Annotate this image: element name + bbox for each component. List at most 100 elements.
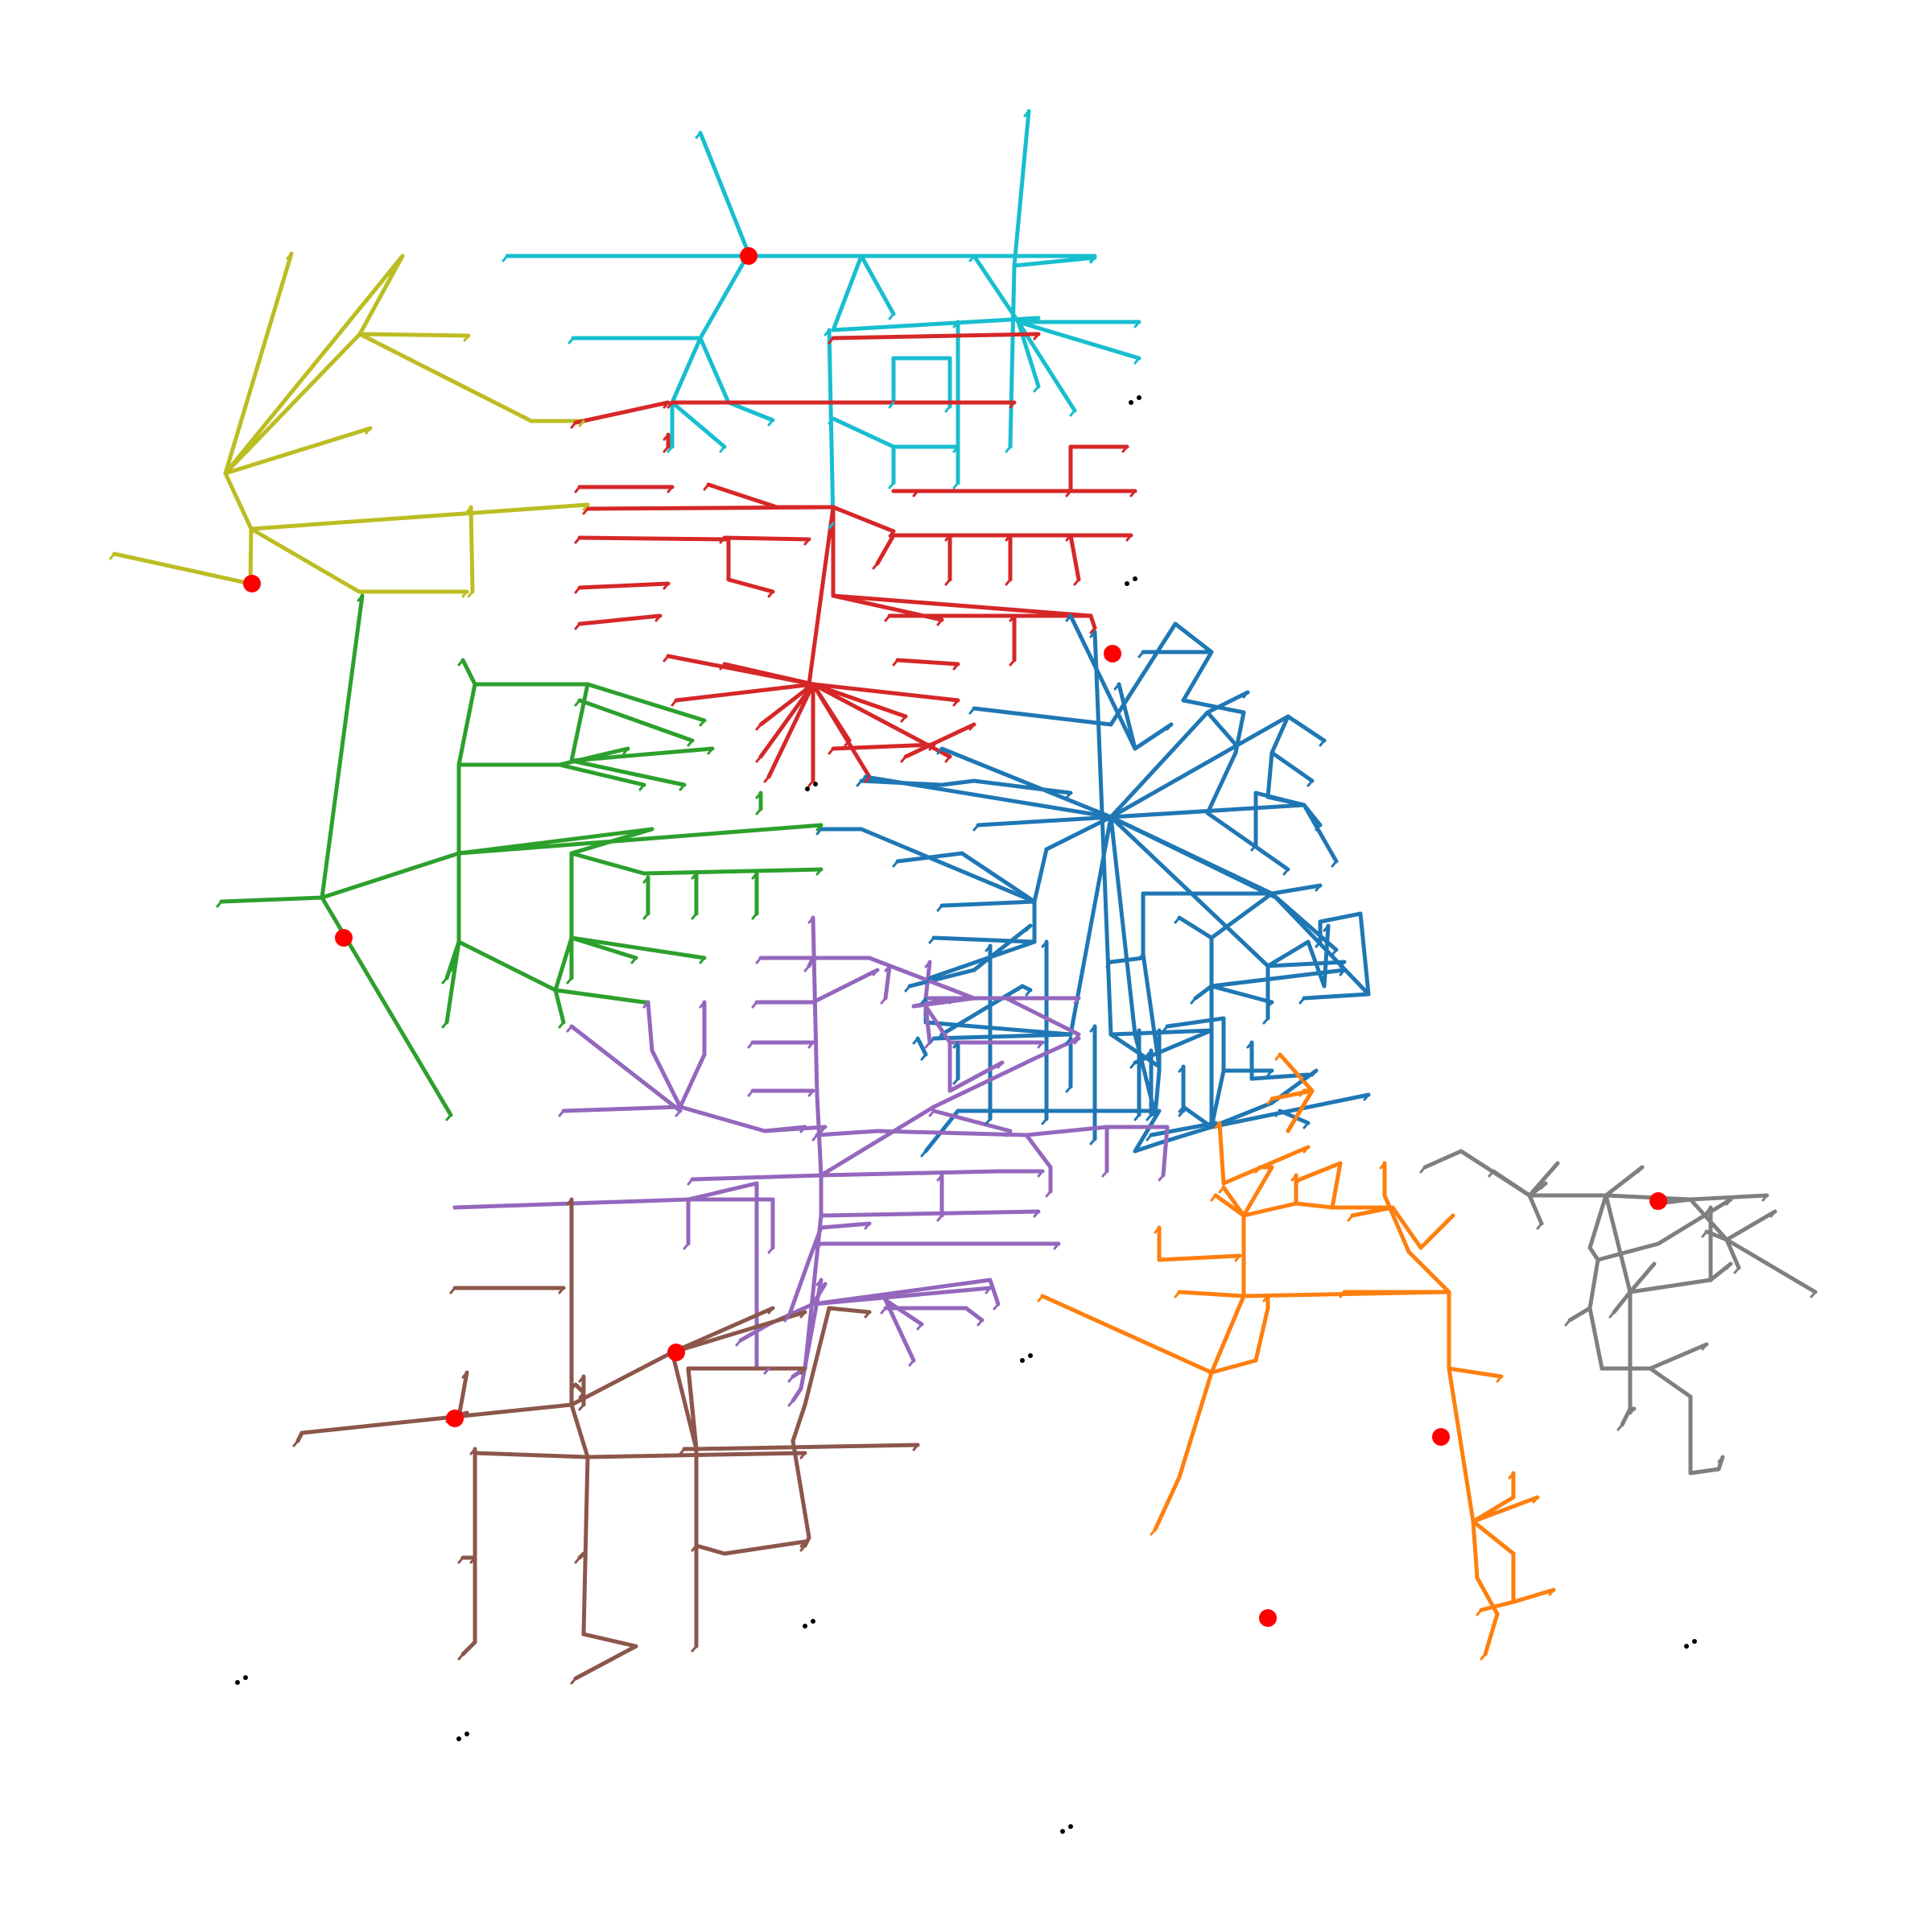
edge-blue-42: [1286, 714, 1327, 743]
leaf-tick-red-12: [663, 433, 670, 441]
leaf-tick-red-64: [928, 743, 935, 751]
leaf-tick-purple-60: [1037, 1170, 1044, 1178]
leaf-tick-olive-8: [463, 334, 470, 342]
leaf-tick-blue-43: [1230, 743, 1237, 751]
edge-blue-20: [859, 778, 944, 787]
leaf-tick-red-51: [944, 534, 952, 542]
edge-green-16: [456, 823, 824, 856]
leaf-tick-orange-46: [1150, 1528, 1157, 1536]
leaf-tick-red-50: [1129, 489, 1137, 497]
edge-blue-14: [1108, 815, 1278, 900]
leaf-tick-green-16: [638, 783, 646, 791]
isolated-node-4-1: [811, 1619, 815, 1624]
edge-blue-15: [1108, 815, 1137, 1037]
leaf-tick-cyan-8: [719, 445, 726, 453]
edge-green-18: [569, 827, 654, 856]
leaf-tick-red-19: [755, 755, 762, 763]
leaf-tick-blue-63: [1339, 960, 1346, 968]
leaf-tick-purple-20: [751, 1001, 758, 1009]
edge-green-2: [219, 895, 324, 904]
edge-blue-102: [1165, 1016, 1226, 1029]
leaf-tick-purple-51: [997, 1061, 1004, 1069]
leaf-tick-red-22: [900, 715, 907, 723]
edge-orange-10: [1157, 1253, 1242, 1262]
edge-gray-19: [1587, 1257, 1600, 1311]
edge-purple-53: [819, 1221, 872, 1230]
leaf-tick-red-47: [1065, 489, 1072, 497]
leaf-tick-brown-34: [691, 1544, 698, 1552]
leaf-tick-purple-11: [807, 916, 815, 924]
leaf-tick-blue-103: [1133, 1113, 1141, 1121]
edge-olive-2: [223, 332, 362, 476]
edge-cyan-25: [1012, 109, 1031, 268]
leaf-tick-purple-80: [880, 1307, 887, 1315]
edge-orange-37: [1447, 1366, 1476, 1524]
edge-orange-19: [1217, 1121, 1226, 1186]
edge-blue-92: [1133, 1108, 1162, 1154]
edge-blue-41: [1269, 714, 1290, 755]
edge-gray-35: [1628, 1278, 1713, 1294]
edge-blue-23: [960, 851, 1037, 904]
isolated-node-5-1: [243, 1675, 248, 1680]
leaf-tick-green-14: [687, 739, 694, 747]
edge-blue-6: [976, 815, 1113, 828]
edge-orange-26: [1269, 1088, 1315, 1101]
edge-blue-5: [939, 746, 1113, 819]
edge-purple-39: [947, 1060, 1005, 1093]
leaf-tick-purple-40: [1005, 1129, 1012, 1137]
leaf-tick-olive-7: [109, 552, 116, 560]
edge-brown-31: [791, 1402, 807, 1443]
edge-red-17: [811, 682, 872, 779]
isolated-node-1-0: [1125, 581, 1129, 586]
leaf-tick-orange-32: [1347, 1214, 1354, 1222]
leaf-tick-green-28: [691, 912, 698, 920]
leaf-tick-orange-43: [1508, 1472, 1515, 1480]
edge-purple-38: [1032, 1036, 1081, 1061]
leaf-tick-red-61: [892, 658, 899, 667]
leaf-tick-brown-5: [799, 1311, 807, 1319]
edge-cyan-11: [831, 316, 1041, 332]
leaf-tick-red-49: [912, 489, 919, 497]
leaf-tick-gray-35: [1725, 1198, 1732, 1206]
edge-blue-54: [1108, 956, 1146, 964]
leaf-tick-orange-27: [1274, 1053, 1282, 1061]
edge-orange-15: [1330, 1161, 1343, 1210]
leaf-tick-brown-0: [449, 1286, 456, 1294]
edge-orange-36: [1447, 1366, 1504, 1379]
edge-blue-29: [927, 939, 1037, 980]
substation-node-5: [1259, 1609, 1277, 1627]
leaf-tick-green-3: [216, 900, 223, 908]
edge-green-28: [456, 939, 558, 993]
edge-olive-9: [357, 332, 534, 423]
edge-brown-37: [827, 1306, 872, 1315]
edge-purple-5: [561, 1104, 683, 1113]
leaf-tick-blue-90: [1041, 1117, 1048, 1125]
leaf-tick-blue-31: [892, 860, 899, 868]
leaf-tick-gray-24: [1701, 1343, 1708, 1351]
cluster-green: [219, 593, 824, 1117]
leaf-tick-cyan-13: [888, 312, 895, 320]
edge-red-9: [831, 332, 1041, 341]
leaf-tick-brown-19: [461, 1371, 469, 1379]
leaf-tick-blue-125: [1274, 1109, 1282, 1117]
leaf-tick-blue-91: [1041, 940, 1048, 948]
edge-orange-38: [1471, 1495, 1540, 1524]
edge-gray-18: [1596, 1241, 1661, 1262]
edge-cyan-4: [670, 336, 703, 405]
edge-blue-21: [1032, 847, 1049, 904]
edge-brown-29: [722, 1539, 807, 1556]
leaf-tick-red-43: [654, 614, 662, 622]
leaf-tick-purple-13: [755, 956, 762, 964]
leaf-tick-green-31: [755, 791, 762, 799]
edge-purple-72: [686, 1181, 759, 1202]
edge-orange-6: [1209, 1358, 1258, 1375]
leaf-tick-purple-36: [948, 997, 956, 1005]
edge-green-6: [456, 682, 477, 767]
leaf-tick-red-10: [574, 485, 581, 493]
edge-brown-24: [581, 1632, 638, 1649]
edge-red-6: [706, 482, 779, 510]
leaf-tick-cyan-22: [888, 401, 895, 409]
leaf-tick-purple-74: [735, 1339, 742, 1347]
leaf-tick-cyan-15: [824, 328, 831, 336]
edge-orange-12: [1241, 1201, 1298, 1218]
